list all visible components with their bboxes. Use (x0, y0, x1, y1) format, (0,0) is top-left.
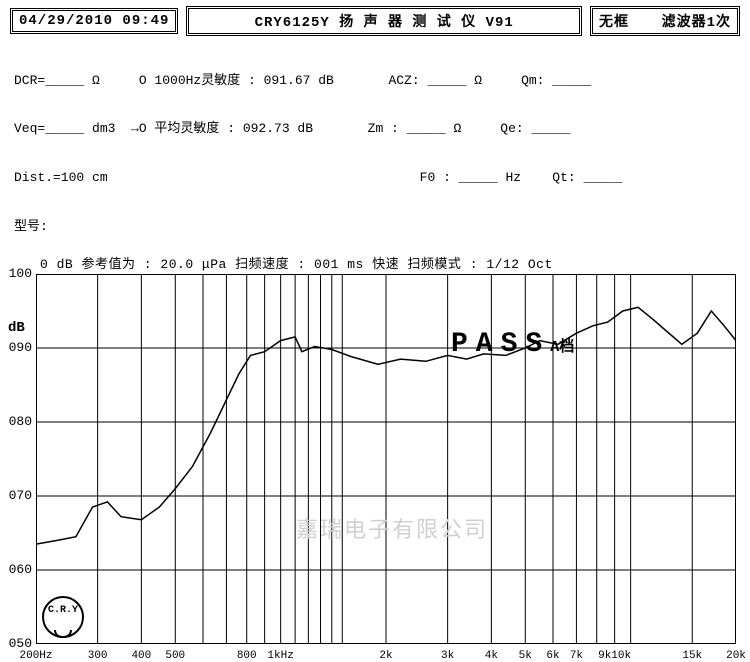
chart-svg (36, 274, 736, 644)
x-tick-label: 300 (88, 650, 108, 662)
y-tick-label: 050 (2, 636, 32, 651)
datetime-box: 04/29/2010 09:49 (10, 8, 178, 34)
x-tick-label: 400 (131, 650, 151, 662)
x-tick-label: 800 (237, 650, 257, 662)
x-tick-label: 20k (726, 650, 746, 662)
y-tick-label: 080 (2, 414, 32, 429)
x-tick-label: 4k (485, 650, 498, 662)
y-tick-label: 070 (2, 488, 32, 503)
pass-note: A档 (550, 339, 574, 356)
param-line-2: Veq=_____ dm3 →O 平均灵敏度 : 092.73 dB Zm : … (14, 121, 736, 137)
x-tick-label: 200Hz (19, 650, 52, 662)
watermark: 嘉瑞电子有限公司 (296, 512, 488, 544)
param-block: DCR=_____ Ω O 1000Hz灵敏度 : 091.67 dB ACZ:… (0, 38, 750, 253)
header-bar: 04/29/2010 09:49 CRY6125Y 扬 声 器 测 试 仪 V9… (0, 0, 750, 38)
y-tick-label: 060 (2, 562, 32, 577)
x-tick-label: 1kHz (267, 650, 293, 662)
x-tick-label: 7k (570, 650, 583, 662)
frame-mode: 无框 (599, 11, 629, 31)
param-line-1: DCR=_____ Ω O 1000Hz灵敏度 : 091.67 dB ACZ:… (14, 73, 736, 89)
x-tick-label: 5k (519, 650, 532, 662)
cry-logo: C.R.Y (42, 596, 84, 638)
y-tick-label: 100 (2, 266, 32, 281)
x-tick-label: 6k (546, 650, 559, 662)
x-tick-label: 2k (379, 650, 392, 662)
right-box: 无框 滤波器1次 (590, 6, 740, 36)
y-tick-label: 090 (2, 340, 32, 355)
param-line-4: 型号: (14, 219, 736, 235)
x-tick-label: 15k (682, 650, 702, 662)
param-line-3: Dist.=100 cm F0 : _____ Hz Qt: _____ (14, 170, 736, 186)
x-tick-label: 500 (165, 650, 185, 662)
y-axis-unit: dB (8, 320, 25, 336)
title-box: CRY6125Y 扬 声 器 测 试 仪 V91 (186, 6, 582, 36)
x-tick-label: 9k10k (598, 650, 631, 662)
pass-text: PASS (451, 329, 550, 360)
frequency-response-chart: dB 嘉瑞电子有限公司 PASSA档 C.R.Y 050060070080090… (36, 274, 736, 644)
pass-indicator: PASSA档 (451, 329, 574, 360)
filter-mode: 滤波器1次 (662, 11, 731, 31)
sweep-settings-line: 0 dB 参考值为 : 20.0 μPa 扫频速度 : 001 ms 快速 扫频… (0, 253, 750, 272)
x-tick-label: 3k (441, 650, 454, 662)
